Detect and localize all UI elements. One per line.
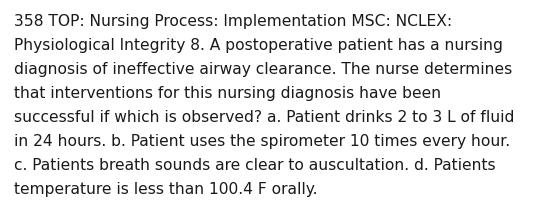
Text: 358 TOP: Nursing Process: Implementation MSC: NCLEX:: 358 TOP: Nursing Process: Implementation…: [14, 14, 452, 29]
Text: that interventions for this nursing diagnosis have been: that interventions for this nursing diag…: [14, 86, 441, 101]
Text: in 24 hours. b. Patient uses the spirometer 10 times every hour.: in 24 hours. b. Patient uses the spirome…: [14, 134, 510, 149]
Text: successful if which is observed? a. Patient drinks 2 to 3 L of fluid: successful if which is observed? a. Pati…: [14, 110, 514, 125]
Text: diagnosis of ineffective airway clearance. The nurse determines: diagnosis of ineffective airway clearanc…: [14, 62, 512, 77]
Text: temperature is less than 100.4 F orally.: temperature is less than 100.4 F orally.: [14, 182, 318, 197]
Text: Physiological Integrity 8. A postoperative patient has a nursing: Physiological Integrity 8. A postoperati…: [14, 38, 503, 53]
Text: c. Patients breath sounds are clear to auscultation. d. Patients: c. Patients breath sounds are clear to a…: [14, 158, 496, 173]
